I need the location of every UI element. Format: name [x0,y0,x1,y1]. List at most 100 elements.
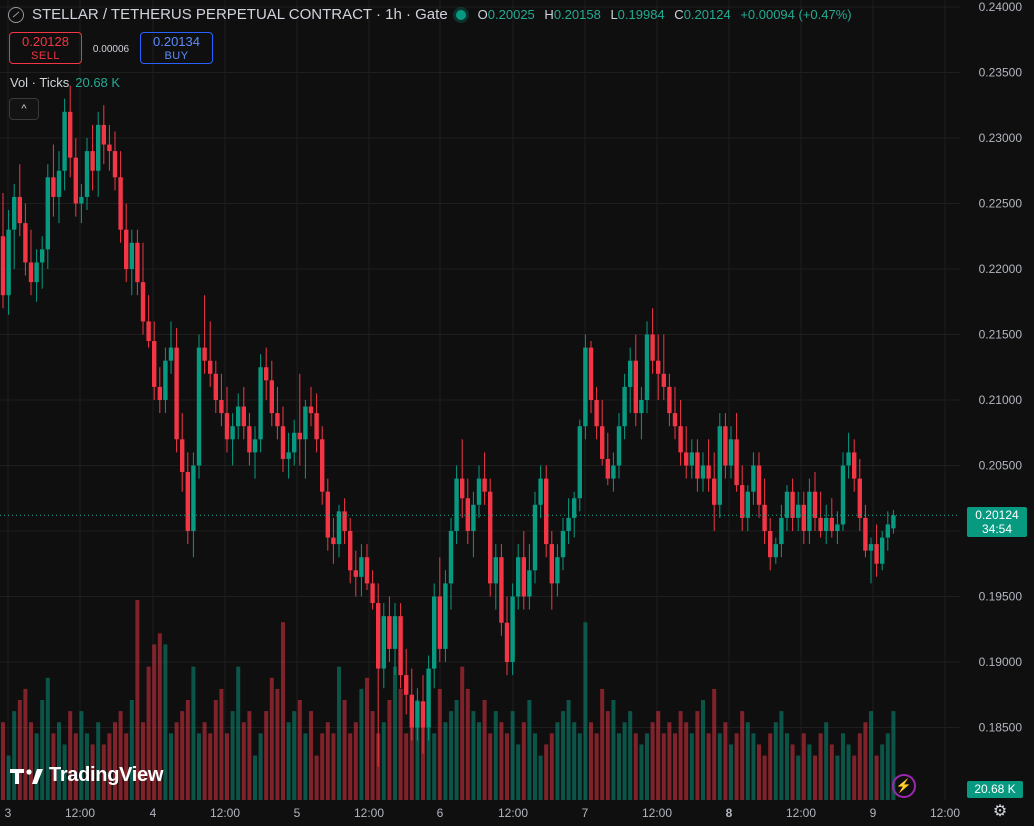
volume-bar [437,688,442,800]
candle-body [717,426,722,505]
candle-body [303,406,308,440]
candle-body [163,360,168,400]
collapse-legend-button[interactable]: ^ [9,98,39,120]
buy-price: 0.20134 [153,34,200,49]
volume-bar [639,744,644,800]
volume-bar [264,711,269,800]
candle-body [824,517,829,531]
candle-body [560,531,566,558]
symbol-title[interactable]: STELLAR / TETHERUS PERPETUAL CONTRACT · … [32,6,448,23]
volume-bar [337,666,341,800]
candle-body [650,334,655,361]
candle-body [370,583,375,604]
volume-bar [409,711,414,800]
volume-bar [426,711,431,800]
candle-body [465,498,470,531]
volume-bar [325,722,330,800]
candle-body [672,413,678,427]
buy-button[interactable]: 0.20134 BUY [140,32,213,64]
candle-body [180,439,185,473]
candle-body [723,426,728,466]
market-status-icon[interactable] [455,9,466,20]
volume-bar [589,722,593,800]
candle-body [146,321,151,342]
volume-bar [650,722,655,800]
candle-body [241,406,246,427]
volume-bar [107,733,112,800]
volume-bar [633,733,638,800]
volume-legend-label[interactable]: Vol · Ticks [10,75,70,90]
volume-bar [34,733,39,800]
volume-bar [499,722,504,800]
volume-bar [544,744,549,800]
candle-body [258,367,263,440]
time-tick-label: 7 [582,806,589,820]
candle-body [583,347,588,427]
candle-body [734,439,739,486]
candle-body [622,386,627,427]
volume-bar [96,722,101,800]
volume-bar [292,711,297,800]
tradingview-logo[interactable]: TradingView [10,764,163,787]
volume-bar [197,733,201,800]
volume-bar [309,711,313,800]
volume-bar [689,733,694,800]
candle-body [17,196,22,224]
price-tick-label: 0.23000 [979,131,1023,145]
price-axis[interactable]: 0.24000 0.23500 0.23000 0.22500 0.22000 0.215… [979,0,1023,735]
sell-button[interactable]: 0.20128 SELL [9,32,82,64]
candle-body [667,386,672,414]
volume-bar [118,711,123,800]
candle-body [168,347,174,361]
sell-label: SELL [31,50,60,62]
candle-body [124,229,129,269]
volume-bar [745,722,750,800]
candle-body [510,596,515,662]
volume-bar [303,733,308,800]
bolt-icon[interactable]: ⚡ [892,774,916,798]
candle-body [745,491,750,518]
candle-body [880,537,885,564]
volume-bar [801,733,806,800]
candle-body [544,478,549,545]
volume-bar [17,700,22,800]
symbol-legend: STELLAR / TETHERUS PERPETUAL CONTRACT · … [8,6,858,23]
volume-bar [516,744,521,800]
candle-body [129,242,134,269]
buy-label: BUY [164,50,189,62]
volume-bar [157,633,162,800]
volume-bar [348,733,353,800]
candle-body [661,373,666,387]
candle-body [314,413,319,440]
candle-body [437,596,442,649]
settings-icon[interactable]: ⚙ [992,803,1008,820]
candle-body [616,426,622,466]
tradingview-logo-mark-icon [10,766,44,786]
symbol-icon[interactable] [8,6,24,23]
volume-bar [678,711,683,800]
candle-body [566,517,571,531]
candle-body [605,458,610,479]
volume-bars [1,600,896,800]
volume-bar [113,722,117,800]
price-tick-label: 0.23500 [979,66,1023,80]
candle-body [51,177,56,197]
time-axis[interactable]: 3 12:00 4 12:00 5 12:00 6 12:00 7 12:00 8 12:00 9 12:… [5,806,961,820]
candle-body [174,347,179,440]
volume-bar [387,700,392,800]
time-tick-label: 12:00 [930,806,960,820]
volume-bar [841,733,845,800]
candle-body [471,504,476,531]
candle-body [796,504,801,518]
candle-body [885,524,890,538]
candle-body [40,249,45,263]
volume-bar [230,711,235,800]
volume-bar [667,722,672,800]
volume-bar [1,722,5,800]
candle-body [364,557,370,584]
price-tick-label: 0.19000 [979,655,1023,669]
candle-body [504,622,510,662]
volume-bar [241,722,246,800]
volume-bar [645,733,649,800]
